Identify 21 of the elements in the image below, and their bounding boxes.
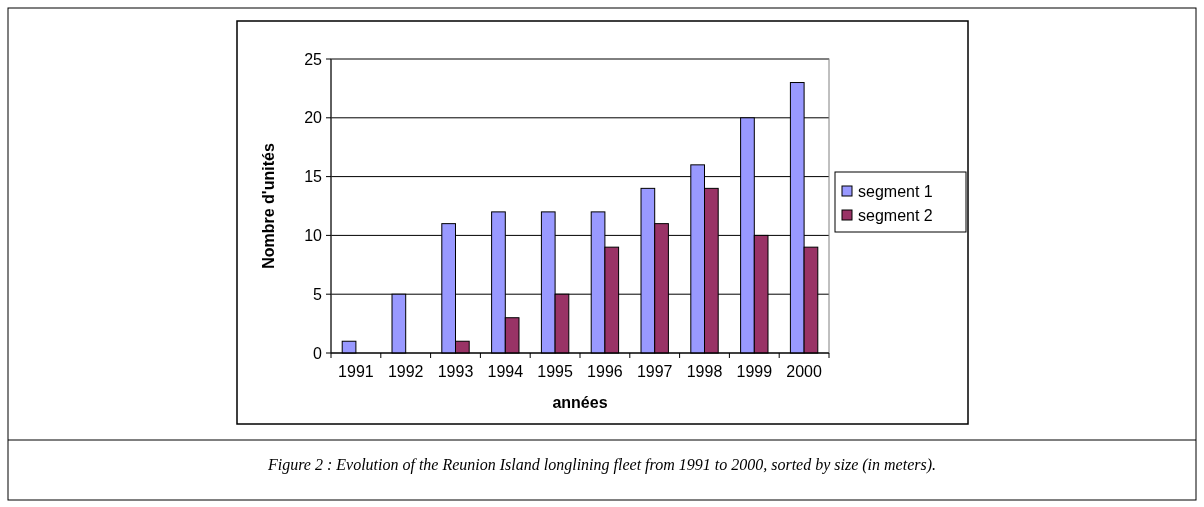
- y-tick-label: 25: [304, 50, 323, 68]
- x-tick-label: 1999: [736, 363, 773, 380]
- x-axis-title: années: [552, 394, 608, 411]
- x-tick-label: 1992: [387, 363, 424, 380]
- x-tick-label: 1993: [437, 363, 474, 380]
- y-tick-label: 15: [304, 168, 323, 186]
- y-tick-label: 0: [313, 344, 323, 362]
- x-tick-label: 1998: [686, 363, 723, 380]
- x-tick-label: 1994: [487, 363, 524, 380]
- y-tick-label: 20: [304, 109, 323, 127]
- x-tick-label: 1997: [636, 363, 673, 380]
- x-tick-label: 1996: [587, 363, 623, 380]
- x-tick-label: 1991: [338, 363, 374, 380]
- y-axis-title: Nombre d'unités: [260, 143, 277, 269]
- y-tick-label: 10: [304, 227, 323, 244]
- caption: Figure 2 : Evolution of the Reunion Island longlining fleet from 1991 to 2000, sorted by size (in meters).: [266, 456, 937, 474]
- legend-label: segment 1: [858, 182, 933, 200]
- x-tick-label: 1995: [537, 363, 573, 380]
- legend-label: segment 2: [858, 206, 933, 224]
- y-tick-label: 5: [313, 285, 323, 303]
- x-tick-label: 2000: [786, 363, 822, 380]
